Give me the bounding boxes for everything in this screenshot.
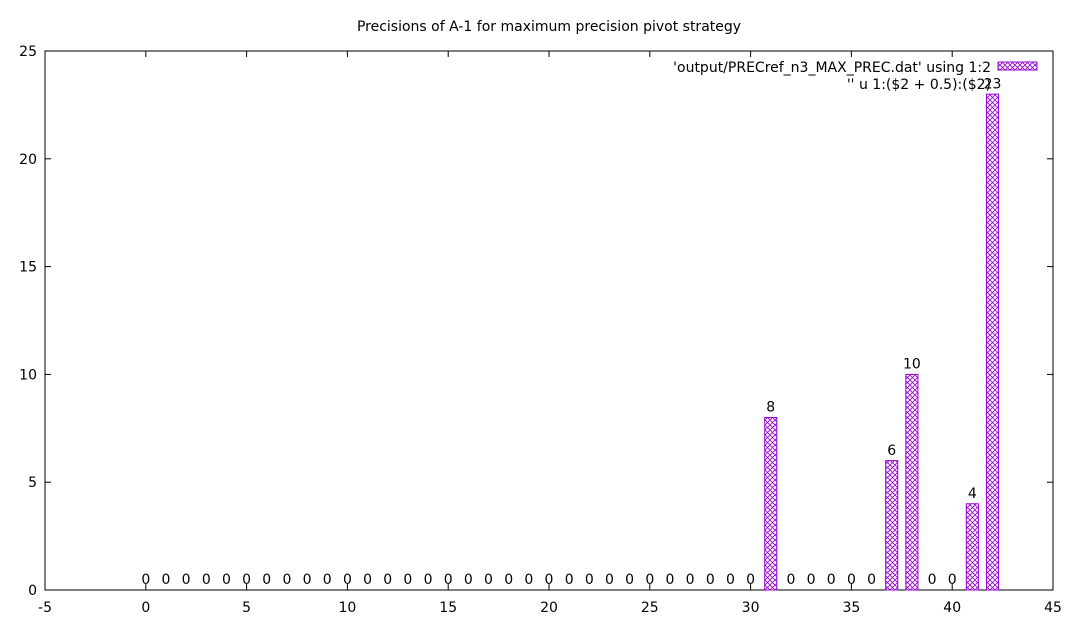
bar-value-label: 0 [504, 572, 513, 588]
bar-value-label: 0 [565, 572, 574, 588]
bar-value-label: 4 [968, 486, 977, 502]
bar [905, 373, 919, 591]
data-labels-layer: 0 0 0 0 0 0 0 0 0 0 0 0 0 0 0 0 0 0 0 0 0 0 0 0 0 0 0 0 0 0 080 0 0 0 0610… [141, 76, 1001, 588]
bar-value-label: 0 [665, 572, 674, 588]
x-tick-label: 20 [540, 600, 558, 616]
legend: 'output/PRECref_n3_MAX_PREC.dat' using 1… [673, 60, 1038, 93]
bar-value-label: 0 [524, 572, 533, 588]
x-tick-label: 40 [943, 600, 961, 616]
bar-value-label: 0 [141, 572, 150, 588]
bar-value-label: 0 [242, 572, 251, 588]
bar-value-label: 0 [202, 572, 211, 588]
bar-value-label: 0 [484, 572, 493, 588]
bar-value-label: 0 [847, 572, 856, 588]
plot-frame [44, 50, 1054, 591]
bar [885, 460, 899, 591]
bar-value-label: 0 [161, 572, 170, 588]
bar-value-label: 6 [887, 443, 896, 459]
bar-value-label: 0 [686, 572, 695, 588]
bar-value-label: 0 [464, 572, 473, 588]
y-tick-label: 0 [28, 583, 37, 599]
x-tick-label: 35 [842, 600, 860, 616]
x-tick-label: -5 [38, 600, 52, 616]
bar-value-label: 0 [323, 572, 332, 588]
x-tick-label: 15 [439, 600, 457, 616]
y-tick-label: 15 [19, 260, 37, 276]
y-tick-label: 20 [19, 152, 37, 168]
bar-value-label: 0 [746, 572, 755, 588]
bar [764, 417, 778, 591]
x-tick-label: 45 [1044, 600, 1062, 616]
bar [985, 93, 1000, 591]
bar-value-label: 0 [444, 572, 453, 588]
bar-value-label: 0 [645, 572, 654, 588]
legend-swatch [997, 61, 1038, 71]
x-tick-label: 25 [641, 600, 659, 616]
bars-layer [764, 93, 1000, 591]
bar-value-label: 0 [282, 572, 291, 588]
bar-value-label: 23 [984, 76, 1002, 92]
bar-value-label: 0 [726, 572, 735, 588]
bar-value-label: 0 [182, 572, 191, 588]
legend-entry-labels-label: '' u 1:($2 + 0.5):($2) [847, 77, 991, 93]
bar-value-label: 0 [585, 572, 594, 588]
y-tick-label: 5 [28, 475, 37, 491]
x-tick-label: 0 [141, 600, 150, 616]
legend-entry-bars-label: 'output/PRECref_n3_MAX_PREC.dat' using 1… [673, 60, 991, 76]
bar-value-label: 0 [827, 572, 836, 588]
bar-value-label: 0 [545, 572, 554, 588]
bar-value-label: 0 [303, 572, 312, 588]
bar-value-label: 0 [424, 572, 433, 588]
x-tick-label: 5 [242, 600, 251, 616]
bar-value-label: 0 [383, 572, 392, 588]
bar-value-label: 8 [766, 400, 775, 416]
chart-title: Precisions of A-1 for maximum precision … [357, 19, 741, 35]
bar-value-label: 0 [807, 572, 816, 588]
y-tick-label: 10 [19, 367, 37, 383]
bar-value-label: 0 [343, 572, 352, 588]
bar-value-label: 0 [222, 572, 231, 588]
bar-value-label: 10 [903, 357, 921, 373]
x-tick-label: 10 [338, 600, 356, 616]
bar-value-label: 0 [363, 572, 372, 588]
bar [965, 503, 979, 591]
y-tick-label: 25 [19, 44, 37, 60]
bar-value-label: 0 [786, 572, 795, 588]
bar-value-label: 0 [867, 572, 876, 588]
bar-value-label: 0 [262, 572, 271, 588]
bar-value-label: 0 [605, 572, 614, 588]
bar-value-label: 0 [403, 572, 412, 588]
bar-value-label: 0 [625, 572, 634, 588]
x-tick-label: 30 [742, 600, 760, 616]
bar-value-label: 0 [706, 572, 715, 588]
bar-value-label: 0 [928, 572, 937, 588]
bar-value-label: 0 [948, 572, 957, 588]
